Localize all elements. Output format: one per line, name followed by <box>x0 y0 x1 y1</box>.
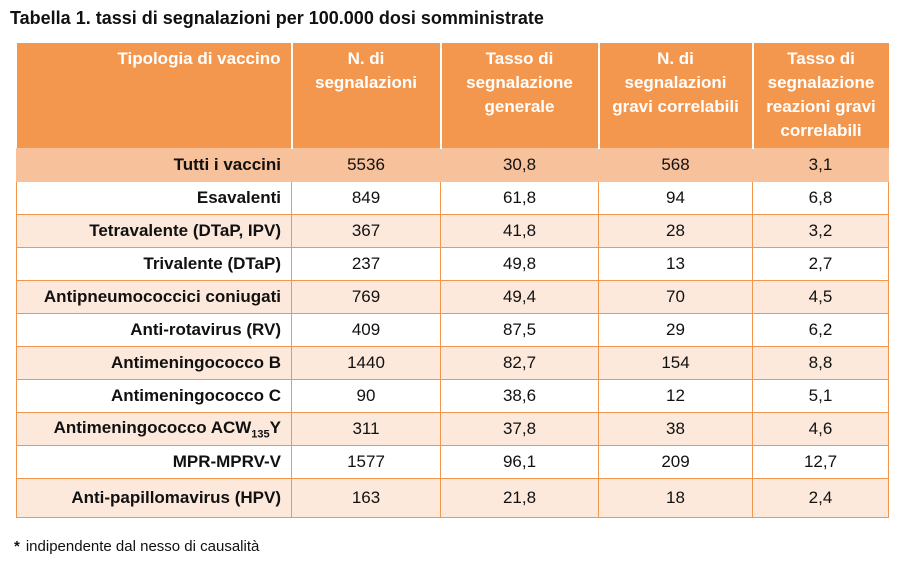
cell-rate: 49,4 <box>440 280 599 314</box>
cell-serious-rate: 4,5 <box>752 280 889 314</box>
cell-rate: 41,8 <box>440 214 599 248</box>
row-label-tail: Y <box>269 417 281 437</box>
cell-serious: 70 <box>598 280 753 314</box>
row-label: Tetravalente (DTaP, IPV) <box>16 214 292 248</box>
cell-serious-rate: 12,7 <box>752 445 889 479</box>
cell-serious: 38 <box>598 412 753 446</box>
cell-n: 769 <box>291 280 441 314</box>
cell-n: 409 <box>291 313 441 347</box>
cell-serious: 12 <box>598 379 753 413</box>
cell-serious-rate: 2,4 <box>752 478 889 518</box>
header-general-rate: Tasso di segnalazione generale <box>440 43 600 149</box>
cell-rate: 49,8 <box>440 247 599 281</box>
cell-n: 1440 <box>291 346 441 380</box>
table-row: Esavalenti 849 61,8 94 6,8 <box>16 181 889 215</box>
table-row-total: Tutti i vaccini 5536 30,8 568 3,1 <box>16 148 889 182</box>
cell-serious-rate: 4,6 <box>752 412 889 446</box>
footnote-mark: * <box>14 538 20 555</box>
cell-n: 311 <box>291 412 441 446</box>
row-label: Antipneumococcici coniugati <box>16 280 292 314</box>
table-row: MPR-MPRV-V 1577 96,1 209 12,7 <box>16 445 889 479</box>
cell-rate: 82,7 <box>440 346 599 380</box>
cell-rate: 21,8 <box>440 478 599 518</box>
header-serious-rate: Tasso di segnalazione reazioni gravi cor… <box>752 43 889 149</box>
row-label: Tutti i vaccini <box>16 148 292 182</box>
table-row: Anti-papillomavirus (HPV) 163 21,8 18 2,… <box>16 478 889 518</box>
cell-serious: 28 <box>598 214 753 248</box>
row-label: Antimeningococco B <box>16 346 292 380</box>
row-label: Antimeningococco C <box>16 379 292 413</box>
cell-n: 367 <box>291 214 441 248</box>
table-row: Trivalente (DTaP) 237 49,8 13 2,7 <box>16 247 889 281</box>
header-n-serious: N. di segnalazioni gravi correlabili <box>598 43 754 149</box>
cell-rate: 38,6 <box>440 379 599 413</box>
cell-n: 237 <box>291 247 441 281</box>
row-label: MPR-MPRV-V <box>16 445 292 479</box>
cell-n: 849 <box>291 181 441 215</box>
cell-serious-rate: 8,8 <box>752 346 889 380</box>
row-label: Trivalente (DTaP) <box>16 247 292 281</box>
cell-rate: 30,8 <box>440 148 599 182</box>
cell-serious-rate: 5,1 <box>752 379 889 413</box>
cell-serious: 29 <box>598 313 753 347</box>
cell-n: 163 <box>291 478 441 518</box>
cell-serious: 94 <box>598 181 753 215</box>
cell-rate: 87,5 <box>440 313 599 347</box>
row-label: Antimeningococco ACW135Y <box>16 412 292 446</box>
cell-serious: 18 <box>598 478 753 518</box>
header-row: Tipologia di vaccino N. di segnalazioni … <box>16 43 889 149</box>
row-label: Anti-papillomavirus (HPV) <box>16 478 292 518</box>
table-title: Tabella 1. tassi di segnalazioni per 100… <box>10 8 544 28</box>
table-row: Antimeningococco B 1440 82,7 154 8,8 <box>16 346 889 380</box>
cell-n: 1577 <box>291 445 441 479</box>
header-n-reports: N. di segnalazioni <box>291 43 442 149</box>
row-label: Esavalenti <box>16 181 292 215</box>
cell-serious-rate: 6,8 <box>752 181 889 215</box>
table-row: Anti-rotavirus (RV) 409 87,5 29 6,2 <box>16 313 889 347</box>
cell-rate: 37,8 <box>440 412 599 446</box>
cell-serious-rate: 3,1 <box>752 148 889 182</box>
cell-serious-rate: 2,7 <box>752 247 889 281</box>
table-row: Antimeningococco ACW135Y 311 37,8 38 4,6 <box>16 412 889 446</box>
cell-n: 90 <box>291 379 441 413</box>
cell-serious-rate: 6,2 <box>752 313 889 347</box>
footnote: * indipendente dal nesso di causalità <box>14 538 259 555</box>
cell-serious-rate: 3,2 <box>752 214 889 248</box>
footnote-text: indipendente dal nesso di causalità <box>25 538 260 555</box>
row-label-main: Antimeningococco ACW <box>53 417 252 437</box>
cell-rate: 96,1 <box>440 445 599 479</box>
header-vaccine-type: Tipologia di vaccino <box>16 43 293 149</box>
cell-n: 5536 <box>291 148 441 182</box>
row-label-subscript: 135 <box>251 428 270 441</box>
table-row: Antipneumococcici coniugati 769 49,4 70 … <box>16 280 889 314</box>
cell-serious: 13 <box>598 247 753 281</box>
data-table: Tipologia di vaccino N. di segnalazioni … <box>16 43 889 518</box>
table-row: Antimeningococco C 90 38,6 12 5,1 <box>16 379 889 413</box>
table-row: Tetravalente (DTaP, IPV) 367 41,8 28 3,2 <box>16 214 889 248</box>
cell-serious: 568 <box>598 148 753 182</box>
cell-rate: 61,8 <box>440 181 599 215</box>
cell-serious: 154 <box>598 346 753 380</box>
cell-serious: 209 <box>598 445 753 479</box>
row-label: Anti-rotavirus (RV) <box>16 313 292 347</box>
